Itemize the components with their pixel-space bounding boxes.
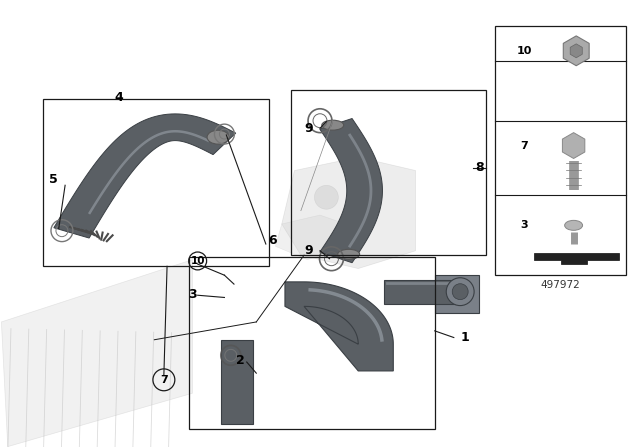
Bar [495, 26, 626, 275]
Text: 9: 9 [304, 122, 313, 135]
Text: 2: 2 [236, 354, 244, 367]
Polygon shape [384, 280, 460, 304]
Polygon shape [282, 157, 415, 268]
Polygon shape [275, 215, 346, 260]
Text: 4: 4 [115, 90, 124, 103]
Text: 7: 7 [160, 375, 168, 385]
Ellipse shape [207, 130, 229, 144]
Circle shape [335, 223, 355, 243]
Polygon shape [435, 275, 479, 313]
Text: 10: 10 [191, 256, 205, 266]
Text: 5: 5 [49, 173, 58, 186]
Text: 8: 8 [475, 161, 484, 174]
Polygon shape [54, 114, 236, 238]
Circle shape [363, 181, 379, 196]
Polygon shape [285, 282, 394, 371]
Text: 3: 3 [188, 288, 197, 301]
Circle shape [314, 185, 339, 209]
Bar [291, 90, 486, 255]
Ellipse shape [338, 249, 360, 259]
Text: 7: 7 [520, 141, 528, 151]
Text: 10: 10 [516, 46, 532, 56]
Polygon shape [1, 260, 193, 447]
Polygon shape [320, 119, 383, 263]
Circle shape [452, 284, 468, 300]
Ellipse shape [322, 120, 344, 130]
Circle shape [446, 278, 474, 306]
Text: 3: 3 [520, 220, 528, 230]
Bar [189, 258, 435, 429]
Bar [43, 99, 269, 266]
Ellipse shape [564, 220, 582, 230]
Text: 6: 6 [268, 234, 276, 247]
Polygon shape [221, 340, 253, 424]
Text: 9: 9 [304, 244, 313, 257]
Text: 1: 1 [461, 331, 470, 344]
Polygon shape [534, 253, 620, 264]
Text: 497972: 497972 [541, 280, 580, 290]
